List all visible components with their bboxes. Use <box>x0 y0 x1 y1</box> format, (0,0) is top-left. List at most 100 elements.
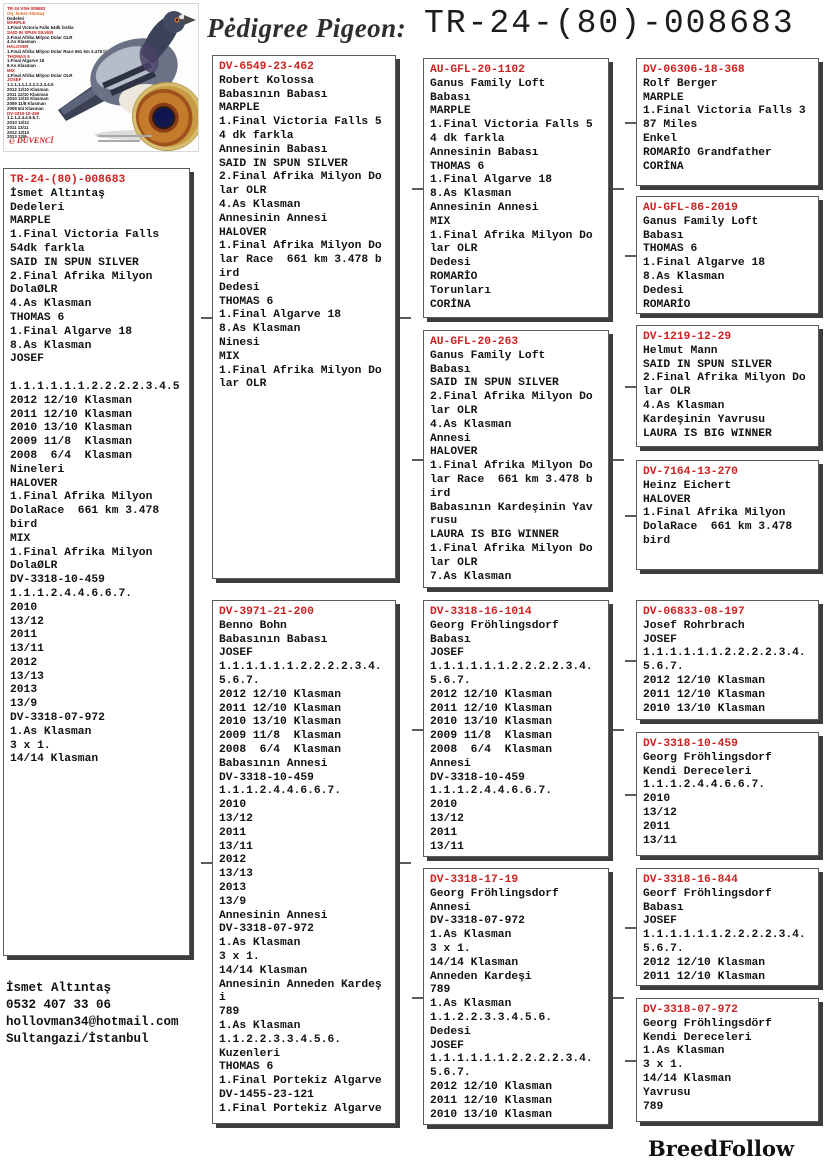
pedigree-box: DV-3318-16-844 Georf Fröhlingsdorf Babası J… <box>625 868 819 986</box>
box-line: i <box>219 992 226 1005</box>
connector-line <box>400 862 411 864</box>
box-line: Dedesi <box>219 281 260 294</box>
box-line: 1.Final Algarve 18 <box>10 325 133 338</box>
box-line: HALOVER <box>643 493 691 506</box>
box-ring-number: DV-1219-12-29 <box>643 331 732 343</box>
photo-overlay-line: Orj. İsmet Altıntaş <box>7 10 45 16</box>
box-line: 1.Final Portekiz Algarve <box>219 1075 382 1088</box>
box-line: 1.As Klasman <box>219 937 301 950</box>
connector-line <box>201 862 212 864</box>
pedigree-box: DV-06306-18-368 Rolf Berger MARPLE 1.Final … <box>625 58 819 186</box>
box-line: Babası <box>430 633 471 646</box>
box-line: DV-3318-07-972 <box>430 915 525 928</box>
logo-text: DÜVENCİ <box>17 136 54 145</box>
box-line: Ganus Family Loft <box>430 77 546 90</box>
box-line: 1.Final Algarve 18 <box>643 257 766 270</box>
connector-line <box>613 459 624 461</box>
photographer-logo: ℮ DÜVENCİ <box>9 136 53 147</box>
box-line: Annesi <box>430 432 471 445</box>
box-line: JOSEF <box>10 353 44 366</box>
box-line: 8.As Klasman <box>430 188 512 201</box>
box-line: MIX <box>430 215 451 228</box>
box-line: 13/12 <box>219 812 253 825</box>
box-line: 2012 12/10 Klasman <box>430 1080 553 1093</box>
box-line: 2010 13/10 Klasman <box>430 1108 553 1121</box>
box-line: Yavrusu <box>643 1086 691 1099</box>
photo-overlay-line: 2012 13/13 <box>7 129 29 135</box>
ring-number-heading: TR-24-(80)-008683 <box>424 5 795 42</box>
photo-overlay-line: 2010 13/10 Klasman <box>7 96 49 102</box>
box-line: 2010 13/10 Klasman <box>430 716 553 729</box>
connector-line <box>625 794 636 796</box>
pedigree-box: AU-GFL-20-1102 Ganus Family Loft Babası MAR… <box>412 58 624 318</box>
box-line: 2.Final Afrika Milyon <box>10 270 153 283</box>
box-line: 2010 13/10 Klasman <box>643 702 766 715</box>
box-line: lar OLR <box>430 243 478 256</box>
box-line: Ganus Family Loft <box>643 215 759 228</box>
box-line: lar OLR <box>219 378 267 391</box>
photo-overlay-line: SAID IN SPUN SILVER <box>7 29 54 35</box>
box-line: CORİNA <box>643 160 684 173</box>
box-line: Dedesi <box>430 257 471 270</box>
connector-line <box>613 188 624 190</box>
photo-overlay-line: MARPLE <box>7 20 26 26</box>
box-line: 3 x 1. <box>643 1059 684 1072</box>
box-line: 1.As Klasman <box>219 1019 301 1032</box>
box-line: 13/12 <box>643 806 677 819</box>
box-line: 2010 <box>430 799 458 812</box>
box-line: Helmut Mann <box>643 344 718 357</box>
box-line: 2012 12/10 Klasman <box>643 674 766 687</box>
pedigree-box: DV-3318-07-972 Georg Fröhlingsdörf Kendi D… <box>625 998 819 1122</box>
box-line: 1.1.1.2.4.4.6.6.7. <box>10 587 133 600</box>
box-line: 2009 11/8 Klasman <box>10 436 133 449</box>
box-line: 1.Final Victoria Falls 3 <box>643 105 806 118</box>
box-line: 1.1.1.1.1.1.2.2.2.2.3.4. <box>643 929 806 942</box>
box-line: 4.As Klasman <box>10 298 92 311</box>
pedigree-box: DV-1219-12-29 Helmut Mann SAID IN SPUN SIL… <box>625 325 819 447</box>
box-line: 1.1.1.1.1.1.2.2.2.2.3.4.5 <box>10 380 180 393</box>
box-line: Georg Fröhlingsdorf <box>430 887 559 900</box>
photo-overlay-line: 4.As Klasman <box>7 39 36 45</box>
box-line: THOMAS 6 <box>643 243 698 256</box>
box-line: 5.6.7. <box>643 661 684 674</box>
box-line: lar OLR <box>219 185 267 198</box>
box-line: 2013 <box>219 881 247 894</box>
box-line: JOSEF <box>219 647 253 660</box>
box-line: 1.1.1.1.1.1.2.2.2.2.3.4. <box>430 1053 593 1066</box>
photo-overlay-line: 8.As Klasman <box>7 63 36 68</box>
box-line: THOMAS 6 <box>430 160 485 173</box>
box-line: Babasının Annesi <box>219 757 328 770</box>
box-line: HALOVER <box>219 226 267 239</box>
box-line: SAID IN SPUN SILVER <box>430 377 559 390</box>
box-line: 13/12 <box>430 812 464 825</box>
box-line: Annesinin Annesi <box>430 201 539 214</box>
box-line: 2012 12/10 Klasman <box>219 688 342 701</box>
box-line: DV-3318-07-972 <box>10 712 105 725</box>
box-line: 1.1.1.2.4.4.6.6.7. <box>430 785 553 798</box>
box-line: Robert Kolossa <box>219 74 314 87</box>
box-line: JOSEF <box>643 915 677 928</box>
box-line: Dedesi <box>643 284 684 297</box>
box-line: 1.Final Afrika Milyon Do <box>430 229 593 242</box>
box-line: Georg Fröhlingsdörf <box>643 1017 772 1030</box>
box-line: 2011 12/10 Klasman <box>643 970 766 983</box>
photo-overlay-line: 2009 11/8 Klasman <box>7 101 46 106</box>
box-line: 2011 12/10 Klasman <box>219 702 342 715</box>
box-line: LAURA IS BIG WINNER <box>643 427 772 440</box>
box-line: 1.Final Victoria Falls 5 <box>219 116 382 129</box>
box-line: Annesi <box>430 757 471 770</box>
box-line: 2008 6/4 Klasman <box>219 743 342 756</box>
box-line: Babasının Babası <box>219 88 328 101</box>
box-line: 2.Final Afrika Milyon Do <box>219 171 382 184</box>
connector-line <box>412 459 423 461</box>
photo-credit-line <box>98 140 140 142</box>
box-line: Torunları <box>430 284 492 297</box>
box-line: Kendi Dereceleri <box>643 1031 752 1044</box>
box-line: 1.Final Afrika Milyon Do <box>430 460 593 473</box>
box-line: 5.6.7. <box>430 674 471 687</box>
box-line: 5.6.7. <box>430 1067 471 1080</box>
pedigree-box: DV-7164-13-270 Heinz Eichert HALOVER 1.Fina… <box>625 460 819 570</box>
box-line: DV-3318-10-459 <box>219 771 314 784</box>
box-line: 1.As Klasman <box>10 725 92 738</box>
